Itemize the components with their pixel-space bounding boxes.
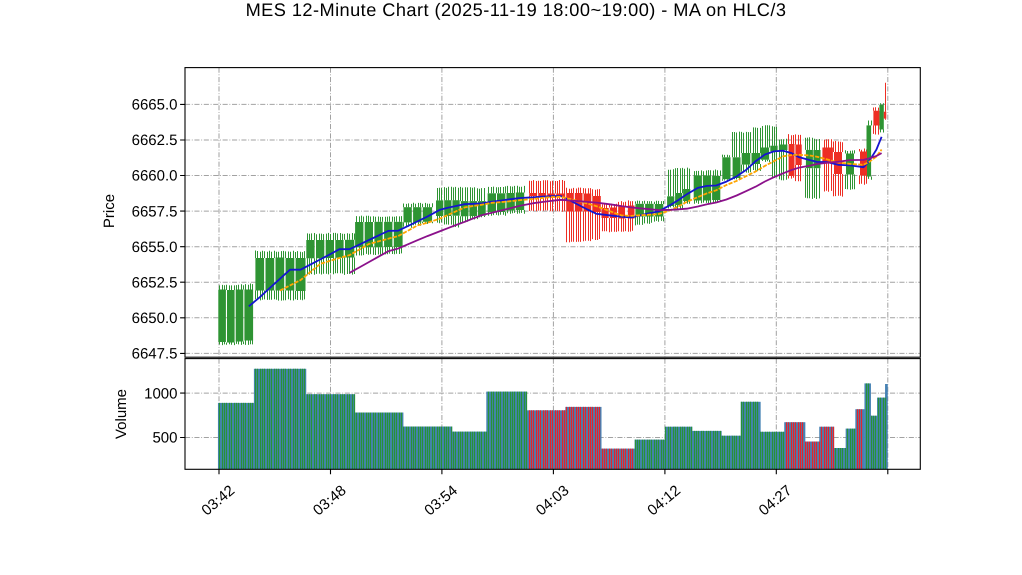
svg-text:6647.5: 6647.5: [132, 346, 178, 363]
svg-text:6655.0: 6655.0: [132, 239, 178, 256]
svg-text:Price: Price: [101, 194, 118, 228]
svg-text:6657.5: 6657.5: [132, 203, 178, 220]
svg-text:Volume: Volume: [113, 389, 130, 439]
svg-text:6652.5: 6652.5: [132, 274, 178, 291]
svg-text:6662.5: 6662.5: [132, 132, 178, 149]
svg-text:1000: 1000: [144, 385, 177, 402]
svg-text:MES 12-Minute Chart (2025-11-1: MES 12-Minute Chart (2025-11-19 18:00~19…: [246, 0, 787, 20]
svg-text:6650.0: 6650.0: [132, 310, 178, 327]
svg-text:500: 500: [152, 430, 177, 447]
svg-text:6665.0: 6665.0: [132, 97, 178, 114]
svg-text:6660.0: 6660.0: [132, 168, 178, 185]
